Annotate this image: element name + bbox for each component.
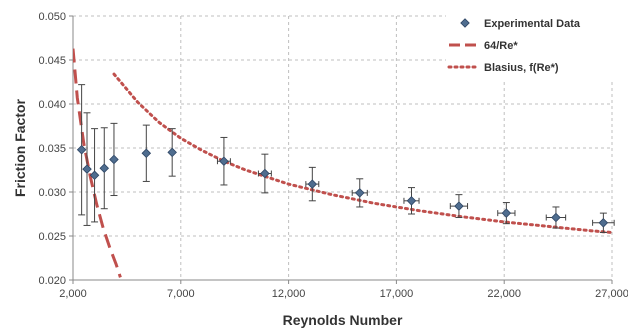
y-tick-label: 0.020 xyxy=(38,275,66,287)
y-tick-label: 0.035 xyxy=(38,143,66,155)
data-point-marker xyxy=(109,154,119,165)
legend: Experimental Data 64/Re* Blasius, f(Re*) xyxy=(446,12,614,80)
y-tick-label: 0.030 xyxy=(38,187,66,199)
data-point-marker xyxy=(141,148,152,159)
legend-entry-label: 64/Re* xyxy=(484,40,518,52)
legend-entry-label: Blasius, f(Re*) xyxy=(484,62,559,74)
series xyxy=(73,48,615,278)
x-tick-label: 22,000 xyxy=(487,288,521,300)
data-point-marker xyxy=(454,201,464,211)
y-tick-label: 0.050 xyxy=(38,11,66,23)
data-point-marker xyxy=(82,164,92,174)
y-tick-label: 0.040 xyxy=(38,99,66,111)
data-point-marker xyxy=(89,170,100,181)
tick-labels: 0.020 0.025 0.030 0.035 0.040 0.045 0.050 2,000… xyxy=(38,11,628,300)
x-tick-label: 17,000 xyxy=(380,288,414,300)
legend-entry-label: Experimental Data xyxy=(484,18,581,30)
y-tick-label: 0.025 xyxy=(38,231,66,243)
data-point-marker xyxy=(260,168,270,179)
data-point-marker xyxy=(406,196,417,206)
laminar-64-re-line xyxy=(73,48,122,278)
x-axis-title: Reynolds Number xyxy=(283,312,403,328)
x-tick-label: 12,000 xyxy=(272,288,306,300)
data-point-marker xyxy=(551,212,561,223)
data-point-marker xyxy=(219,156,229,166)
data-point-marker xyxy=(307,179,318,189)
x-tick-label: 7,000 xyxy=(167,288,195,300)
data-point-marker xyxy=(598,218,609,228)
legend-marker-experimental xyxy=(460,18,470,28)
data-point-marker xyxy=(99,163,110,174)
x-tick-label: 27,000 xyxy=(595,288,628,300)
x-tick-label: 2,000 xyxy=(59,288,87,300)
blasius-curve xyxy=(112,72,612,234)
data-point-marker xyxy=(167,147,177,158)
data-point-marker xyxy=(76,144,87,155)
curve-group xyxy=(73,48,612,278)
data-point-marker xyxy=(501,208,512,218)
y-axis-title: Friction Factor xyxy=(12,98,28,197)
y-tick-label: 0.045 xyxy=(38,55,66,67)
data-point-marker xyxy=(354,188,365,198)
